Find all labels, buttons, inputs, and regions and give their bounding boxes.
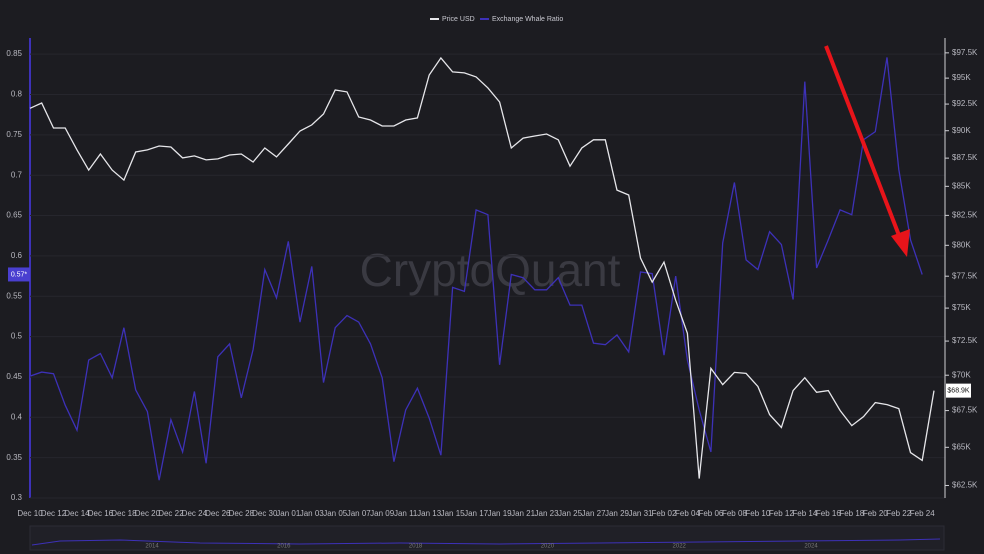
y-tick-label: 0.55 — [6, 291, 22, 300]
x-tick-label: Jan 27 — [582, 509, 607, 518]
navigator-label: 2024 — [804, 544, 818, 550]
x-tick-label: Jan 13 — [417, 509, 442, 518]
navigator-label: 2016 — [277, 544, 291, 550]
x-tick-label: Jan 01 — [276, 509, 301, 518]
arrow-shaft — [824, 45, 902, 239]
x-tick-label: Jan 15 — [441, 509, 466, 518]
x-tick-label: Dec 20 — [135, 509, 161, 518]
x-tick-label: Jan 07 — [347, 509, 372, 518]
x-tick-label: Dec 22 — [158, 509, 184, 518]
x-tick-label: Dec 28 — [229, 509, 255, 518]
y-tick-label: 0.7 — [11, 170, 23, 179]
x-tick-label: Jan 25 — [558, 509, 583, 518]
x-tick-label: Feb 16 — [816, 509, 841, 518]
legend-label: Exchange Whale Ratio — [492, 16, 563, 23]
x-tick-label: Feb 02 — [652, 509, 677, 518]
y-tick-label: 0.85 — [6, 49, 22, 58]
x-tick-label: Jan 29 — [605, 509, 630, 518]
x-tick-label: Dec 10 — [17, 509, 43, 518]
y2-tick-label: $87.5K — [952, 153, 978, 162]
y2-tick-label: $75K — [952, 303, 971, 312]
annotation-arrow — [824, 45, 910, 257]
y2-tick-label: $80K — [952, 240, 971, 249]
x-tick-label: Jan 19 — [488, 509, 513, 518]
x-tick-label: Feb 12 — [769, 509, 794, 518]
y2-tick-label: $92.5K — [952, 99, 978, 108]
y-tick-label: 0.6 — [11, 251, 23, 260]
x-tick-label: Dec 18 — [111, 509, 137, 518]
last-value-label: 0.57* — [11, 271, 28, 278]
y-tick-label: 0.45 — [6, 372, 22, 381]
x-tick-label: Dec 30 — [252, 509, 278, 518]
series-line — [29, 57, 923, 481]
last-value-tag — [8, 267, 30, 282]
x-tick-label: Dec 26 — [205, 509, 231, 518]
navigator — [29, 525, 945, 551]
navigator-line — [31, 538, 941, 546]
arrow-head — [891, 229, 910, 257]
x-tick-label: Jan 11 — [394, 509, 418, 518]
x-tick-label: Feb 04 — [675, 509, 700, 518]
last-value-tag — [946, 383, 971, 398]
navigator-label: 2018 — [409, 544, 423, 550]
y-tick-label: 0.3 — [11, 493, 23, 502]
x-tick-label: Feb 10 — [745, 509, 770, 518]
y2-tick-label: $90K — [952, 126, 971, 135]
last-value-label: $68.9K — [947, 387, 970, 394]
series-line — [29, 56, 935, 479]
y-tick-label: 0.35 — [6, 453, 22, 462]
y2-tick-label: $95K — [952, 73, 971, 82]
y2-tick-label: $65K — [952, 442, 971, 451]
x-tick-label: Jan 17 — [464, 509, 489, 518]
x-tick-label: Feb 08 — [722, 509, 747, 518]
x-tick-label: Jan 21 — [511, 509, 536, 518]
x-tick-label: Feb 14 — [792, 509, 817, 518]
y-tick-label: 0.4 — [11, 412, 23, 421]
x-tick-label: Jan 03 — [300, 509, 325, 518]
x-tick-label: Feb 20 — [863, 509, 888, 518]
navigator-label: 2014 — [145, 544, 159, 550]
x-tick-label: Feb 22 — [886, 509, 911, 518]
y2-tick-label: $77.5K — [952, 271, 978, 280]
y2-tick-label: $82.5K — [952, 210, 978, 219]
navigator-label: 2020 — [541, 544, 555, 550]
y2-tick-label: $67.5K — [952, 406, 978, 415]
x-tick-label: Jan 05 — [323, 509, 348, 518]
y-tick-label: 0.65 — [6, 211, 22, 220]
y2-tick-label: $62.5K — [952, 481, 978, 490]
y2-tick-label: $70K — [952, 370, 971, 379]
x-tick-label: Dec 16 — [88, 509, 114, 518]
y2-tick-label: $97.5K — [952, 48, 978, 57]
y2-tick-label: $72.5K — [952, 336, 978, 345]
watermark: CryptoQuant — [360, 244, 621, 296]
legend-label: Price USD — [442, 16, 475, 23]
x-tick-label: Dec 12 — [41, 509, 67, 518]
x-tick-label: Jan 09 — [370, 509, 395, 518]
x-tick-label: Jan 23 — [535, 509, 560, 518]
navigator-label: 2022 — [673, 544, 687, 550]
x-tick-label: Dec 14 — [64, 509, 90, 518]
x-tick-label: Feb 24 — [910, 509, 935, 518]
x-tick-label: Dec 24 — [182, 509, 208, 518]
y-tick-label: 0.5 — [11, 332, 23, 341]
y-tick-label: 0.75 — [6, 130, 22, 139]
x-tick-label: Feb 06 — [698, 509, 723, 518]
x-tick-label: Feb 18 — [839, 509, 864, 518]
x-tick-label: Jan 31 — [628, 509, 653, 518]
y-tick-label: 0.8 — [11, 90, 23, 99]
y2-tick-label: $85K — [952, 181, 971, 190]
